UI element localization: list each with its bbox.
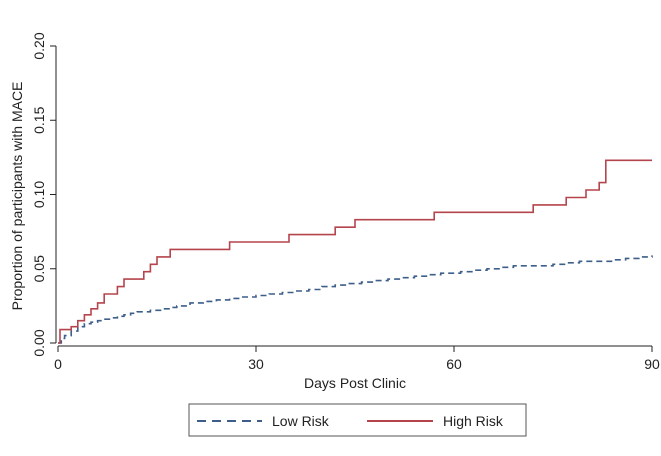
y-axis-title: Proportion of participants with MACE <box>9 82 25 311</box>
x-tick-label: 60 <box>446 356 462 372</box>
y-tick-label: 0.05 <box>31 255 47 282</box>
y-tick-label: 0.20 <box>31 32 47 59</box>
series-layer <box>58 159 653 344</box>
series-line-high-risk <box>58 159 652 344</box>
legend: Low Risk High Risk <box>188 403 527 437</box>
x-ticks: 0 30 60 90 <box>54 346 660 372</box>
axes <box>55 46 652 347</box>
y-tick-label: 0.15 <box>31 106 47 133</box>
x-tick-label: 0 <box>54 356 62 372</box>
legend-label-high-risk: High Risk <box>443 413 504 429</box>
x-tick-label: 30 <box>248 356 264 372</box>
y-ticks: 0.00 0.05 0.10 0.15 0.20 <box>31 32 56 357</box>
series-line-low-risk <box>58 255 653 344</box>
legend-label-low-risk: Low Risk <box>272 413 330 429</box>
x-tick-label: 90 <box>644 356 660 372</box>
y-tick-label: 0.10 <box>31 181 47 208</box>
y-tick-label: 0.00 <box>31 329 47 356</box>
x-axis-title: Days Post Clinic <box>304 375 406 391</box>
